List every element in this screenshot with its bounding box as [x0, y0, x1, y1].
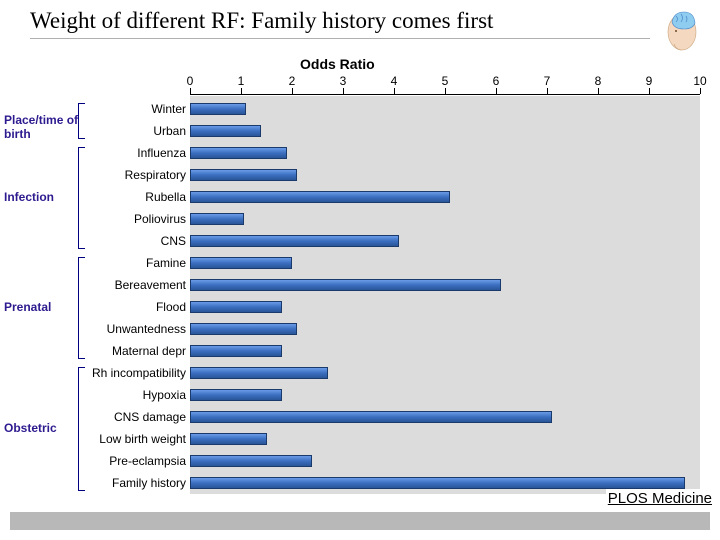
bar	[190, 345, 282, 357]
x-tick-label: 6	[493, 74, 500, 88]
y-label: CNS	[86, 235, 186, 247]
x-tick-mark	[700, 88, 701, 94]
y-label: Winter	[86, 103, 186, 115]
slide: Weight of different RF: Family history c…	[0, 0, 720, 540]
footer-bar	[10, 512, 710, 530]
bar	[190, 477, 685, 489]
y-label: Family history	[86, 477, 186, 489]
bar	[190, 411, 552, 423]
y-label: Maternal depr	[86, 345, 186, 357]
x-tick-mark	[496, 88, 497, 94]
x-tick-mark	[343, 88, 344, 94]
x-tick-mark	[292, 88, 293, 94]
y-label: Respiratory	[86, 169, 186, 181]
x-tick-label: 3	[340, 74, 347, 88]
source-link[interactable]: PLOS Medicine	[606, 489, 714, 508]
y-label: Famine	[86, 257, 186, 269]
x-tick-label: 2	[289, 74, 296, 88]
x-tick-label: 10	[693, 74, 706, 88]
group-label: Infection	[4, 190, 86, 204]
y-label: Rh incompatibility	[86, 367, 186, 379]
bar	[190, 257, 292, 269]
page-title: Weight of different RF: Family history c…	[30, 8, 650, 39]
x-tick-label: 7	[544, 74, 551, 88]
x-tick-mark	[598, 88, 599, 94]
bar	[190, 103, 246, 115]
bar	[190, 125, 261, 137]
x-tick-label: 1	[238, 74, 245, 88]
brain-head-icon	[654, 6, 710, 52]
x-axis-line	[190, 94, 700, 95]
x-tick-mark	[547, 88, 548, 94]
y-label: Hypoxia	[86, 389, 186, 401]
bar	[190, 213, 244, 225]
y-label: Urban	[86, 125, 186, 137]
y-label: Rubella	[86, 191, 186, 203]
x-tick-mark	[190, 88, 191, 94]
group-bracket	[78, 147, 85, 249]
x-tick-label: 5	[442, 74, 449, 88]
bar	[190, 235, 399, 247]
bar	[190, 455, 312, 467]
bar	[190, 433, 267, 445]
bar	[190, 191, 450, 203]
x-tick-mark	[394, 88, 395, 94]
group-bracket	[78, 367, 85, 491]
y-label: CNS damage	[86, 411, 186, 423]
y-label: Unwantedness	[86, 323, 186, 335]
chart-title: Odds Ratio	[300, 56, 375, 72]
y-label: Low birth weight	[86, 433, 186, 445]
group-label: Obstetric	[4, 421, 86, 435]
bar	[190, 279, 501, 291]
bar	[190, 367, 328, 379]
y-label: Influenza	[86, 147, 186, 159]
group-label: Place/time of birth	[4, 113, 86, 141]
x-tick-mark	[445, 88, 446, 94]
group-label: Prenatal	[4, 300, 86, 314]
group-bracket	[78, 257, 85, 359]
group-bracket	[78, 103, 85, 139]
x-tick-mark	[649, 88, 650, 94]
y-label: Pre-eclampsia	[86, 455, 186, 467]
x-tick-label: 9	[646, 74, 653, 88]
bar	[190, 169, 297, 181]
bar	[190, 323, 297, 335]
y-label: Poliovirus	[86, 213, 186, 225]
bar	[190, 301, 282, 313]
bar	[190, 147, 287, 159]
x-tick-label: 8	[595, 74, 602, 88]
x-tick-label: 4	[391, 74, 398, 88]
y-label: Flood	[86, 301, 186, 313]
bar	[190, 389, 282, 401]
x-tick-mark	[241, 88, 242, 94]
y-label: Bereavement	[86, 279, 186, 291]
x-tick-label: 0	[187, 74, 194, 88]
